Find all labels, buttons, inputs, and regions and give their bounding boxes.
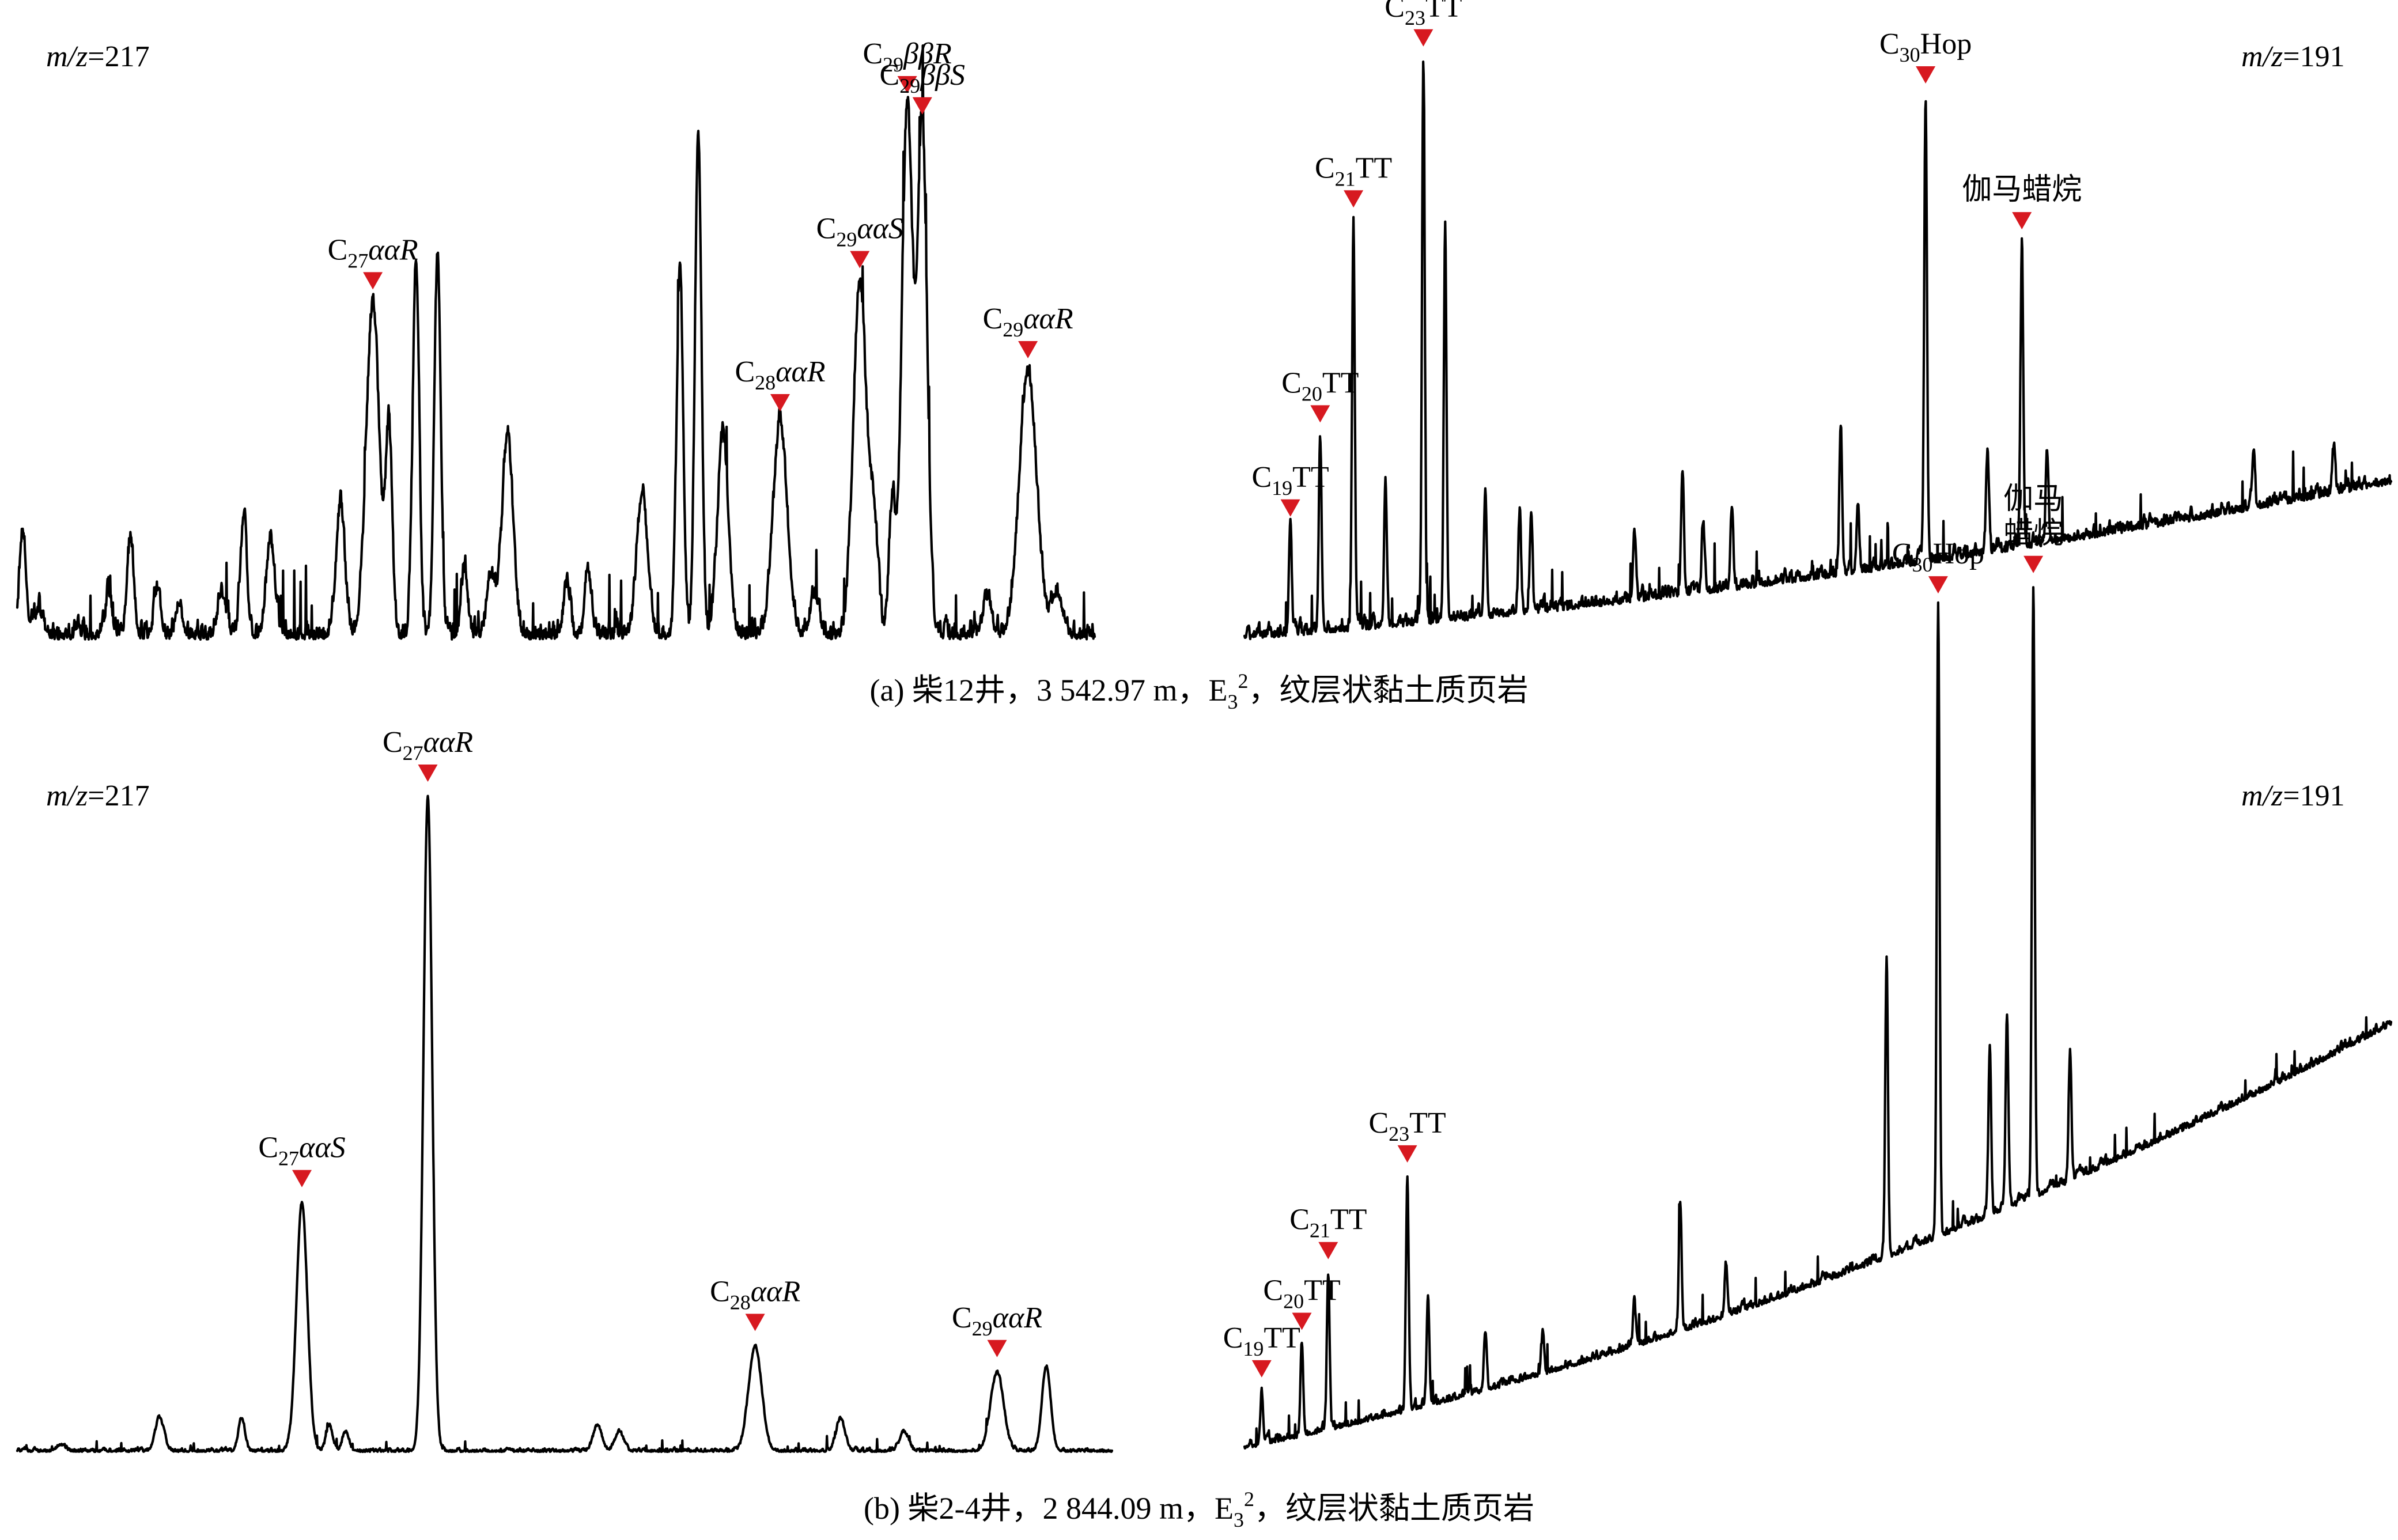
caption-b: (b) 柴2-4井，2 844.09 m，E32，纹层状黏土质页岩 [864,1488,1534,1531]
peak-marker-b-right-5 [2023,555,2044,573]
peak-label-a-left-5: C29ααR [983,302,1073,341]
peak-marker-b-left-0 [292,1170,312,1187]
peak-marker-b-right-4 [1928,576,1948,594]
peak-marker-a-right-4 [1916,66,1936,84]
mz-label-b-left: m/z=217 [46,780,150,812]
peak-marker-b-left-3 [987,1340,1007,1357]
trace-b-right [1243,586,2393,1450]
peak-marker-a-left-3 [897,76,917,93]
panel-a-mz191: m/z=191 C19TT C20TT C21TT C23TT C30Hop 伽马蜡烷 [1243,0,2393,641]
peak-label-b-left-2: C28ααR [710,1275,800,1314]
peak-label-b-right-1: C20TT [1263,1274,1340,1313]
peak-label-a-right-1: C20TT [1281,366,1359,405]
mz-label-a-right: m/z=191 [2241,40,2345,73]
peak-marker-a-left-5 [1018,341,1038,358]
panel-b-mz217: m/z=217 C27ααS C27ααR C28ααR C29ααR [16,726,1114,1454]
peak-label-a-right-4: C30Hop [1879,28,1972,66]
peak-label-a-right-3: C23TT [1385,0,1462,29]
peak-label-a-left-0: C27ααR [328,233,418,272]
peak-label-b-left-1: C27ααR [383,726,473,765]
peak-marker-b-left-2 [745,1314,765,1331]
peak-marker-b-right-2 [1318,1242,1338,1259]
peak-marker-a-right-2 [1344,190,1364,208]
trace-b-left [16,794,1114,1454]
peak-marker-a-left-4 [912,97,932,115]
peak-marker-a-right-1 [1310,405,1330,423]
peak-label-b-right-2: C21TT [1289,1204,1367,1242]
peak-marker-a-left-0 [363,272,383,290]
peak-label-a-right-5: 伽马蜡烷 [1962,173,2082,206]
peak-marker-a-right-3 [1413,29,1433,47]
peak-label-a-right-0: C19TT [1251,461,1329,500]
trace-a-right [1243,60,2393,641]
peak-label-b-left-0: C27ααS [258,1132,345,1170]
caption-a: (a) 柴12井，3 542.97 m，E32，纹层状黏土质页岩 [870,669,1529,713]
peak-marker-b-left-1 [418,765,438,782]
peak-label-a-left-3: C29ββR [863,37,951,76]
peak-label-b-right-3: C23TT [1368,1107,1446,1145]
peak-marker-a-left-1 [770,394,790,411]
panel-b-mz191: m/z=191 C19TT C20TT C21TT C23TT C30Hop 伽马蜡烷 [1223,483,2393,1450]
peak-label-a-right-2: C21TT [1315,152,1392,190]
peak-marker-a-left-2 [850,251,870,268]
peak-label-b-right-5: 伽马蜡烷 [2003,483,2063,550]
peak-marker-a-right-5 [2012,212,2032,230]
peak-marker-b-right-3 [1397,1145,1417,1163]
mz-label-b-right: m/z=191 [2241,780,2345,812]
peak-label-a-left-2: C29ααS [816,213,903,251]
peak-marker-a-right-0 [1280,499,1300,517]
mz-label-a-left: m/z=217 [46,40,150,73]
peak-label-a-left-4: C29ββS [880,59,965,97]
peak-label-b-right-0: C19TT [1223,1322,1300,1360]
peak-label-b-left-3: C29ααR [952,1301,1042,1340]
peak-marker-b-right-1 [1292,1312,1312,1330]
peak-label-a-left-1: C28ααR [735,355,825,394]
peak-marker-b-right-0 [1251,1360,1272,1378]
trace-a-left [16,44,1096,641]
peak-label-b-right-4: C30Hop [1892,538,1984,576]
